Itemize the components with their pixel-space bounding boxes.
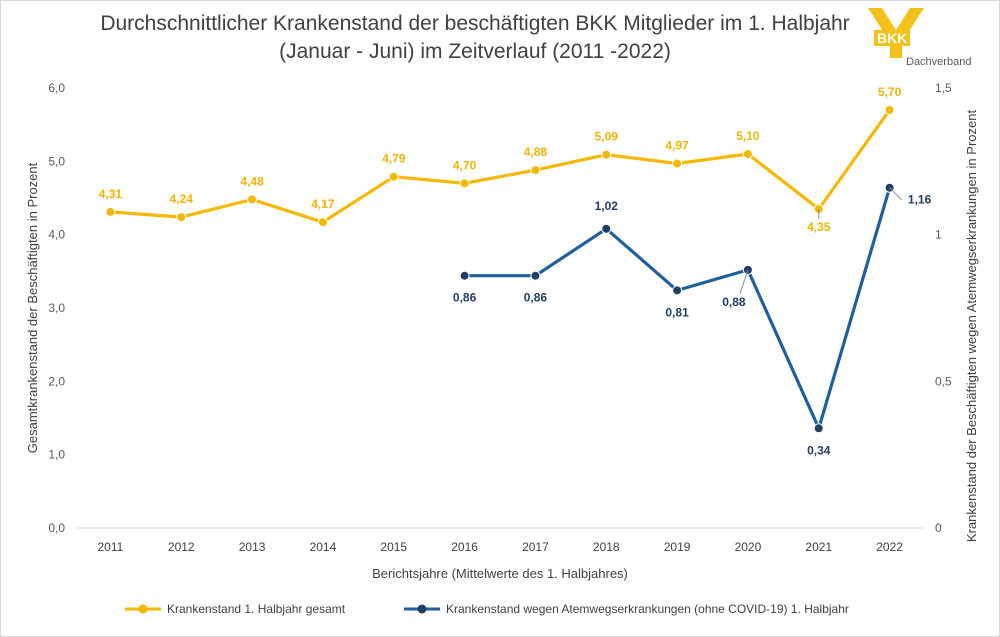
- bkk-logo-subtext: Dachverband: [906, 56, 972, 68]
- legend-marker-respiratory: [404, 604, 440, 614]
- chart-title-line-1: Durchschnittlicher Krankenstand der besc…: [100, 12, 850, 35]
- x-tick-label: 2018: [593, 540, 620, 554]
- data-point-1: [813, 423, 824, 434]
- data-label-0: 5,70: [878, 85, 902, 99]
- data-label-1: 0,86: [524, 291, 548, 305]
- y-left-tick-label: 2,0: [48, 374, 65, 388]
- x-tick-label: 2013: [239, 540, 266, 554]
- data-point-1: [530, 270, 541, 281]
- data-point-1: [601, 223, 612, 234]
- data-label-0: 4,48: [240, 174, 264, 188]
- data-label-1: 1,16: [908, 193, 932, 207]
- y-right-axis-title: Krankenstand der Beschäftigten wegen Ate…: [964, 110, 979, 543]
- y-left-tick-label: 5,0: [48, 154, 65, 168]
- data-label-0: 4,79: [382, 152, 406, 166]
- y-right-tick-label: 0,5: [935, 374, 952, 388]
- y-right-tick-label: 1: [935, 228, 942, 242]
- chart-title-line-2: (Januar - Juni) im Zeitverlauf (2011 -20…: [279, 40, 671, 63]
- x-tick-label: 2017: [522, 540, 549, 554]
- data-label-1: 1,02: [595, 199, 619, 213]
- data-point-0: [530, 165, 541, 176]
- y-left-tick-label: 4,0: [48, 228, 65, 242]
- data-point-0: [388, 171, 399, 182]
- data-label-0: 4,88: [524, 145, 548, 159]
- data-label-0: 5,09: [595, 130, 619, 144]
- x-tick-label: 2022: [876, 540, 903, 554]
- data-label-0: 4,17: [311, 197, 335, 211]
- x-tick-label: 2014: [310, 540, 337, 554]
- data-point-1: [459, 270, 470, 281]
- y-left-tick-label: 3,0: [48, 301, 65, 315]
- data-point-0: [176, 212, 187, 223]
- x-tick-label: 2020: [735, 540, 762, 554]
- series-line-0: [110, 109, 891, 224]
- legend-label-respiratory: Krankenstand wegen Atemwegserkrankungen …: [446, 602, 849, 616]
- data-label-0: 4,31: [99, 187, 123, 201]
- data-point-0: [672, 158, 683, 169]
- data-label-0: 4,97: [665, 139, 689, 153]
- legend-label-total: Krankenstand 1. Halbjahr gesamt: [167, 602, 346, 616]
- data-label-1: 0,88: [722, 295, 746, 309]
- label-leader-line: [889, 187, 902, 201]
- data-point-0: [105, 206, 116, 217]
- legend-item-total: Krankenstand 1. Halbjahr gesamt: [125, 602, 345, 616]
- line-chart: 0,0 1,0 2,0 3,0 4,0 5,0 6,0 0 0,5 1 1,5 2011 2012 201…: [25, 81, 979, 581]
- data-point-0: [459, 178, 470, 189]
- legend-item-respiratory: Krankenstand wegen Atemwegserkrankungen …: [404, 602, 849, 616]
- data-label-0: 4,35: [807, 220, 831, 234]
- label-leader-line: [739, 269, 749, 295]
- data-point-1: [672, 285, 683, 296]
- chart-title: Durchschnittlicher Krankenstand der besc…: [90, 10, 860, 66]
- data-label-0: 4,24: [170, 192, 194, 206]
- x-tick-label: 2021: [805, 540, 832, 554]
- y-right-tick-label: 0: [935, 521, 942, 535]
- data-label-1: 0,81: [665, 305, 689, 319]
- x-axis-title: Berichtsjahre (Mittelwerte des 1. Halbja…: [372, 566, 628, 581]
- y-left-tick-label: 0,0: [48, 521, 65, 535]
- data-point-0: [247, 194, 258, 205]
- x-tick-label: 2015: [380, 540, 407, 554]
- y-left-axis-title: Gesamtkrankenstand der Beschäftigten in …: [25, 162, 40, 453]
- data-point-0: [601, 149, 612, 160]
- y-right-tick-label: 1,5: [935, 81, 952, 95]
- x-tick-label: 2011: [98, 540, 124, 554]
- y-left-tick-label: 1,0: [48, 448, 65, 462]
- data-point-0: [742, 149, 753, 159]
- x-tick-label: 2016: [451, 540, 478, 554]
- data-label-0: 4,70: [453, 158, 477, 172]
- data-point-0: [884, 105, 895, 115]
- y-left-tick-label: 6,0: [48, 81, 65, 95]
- chart-legend: Krankenstand 1. Halbjahr gesamt Krankens…: [0, 596, 1000, 624]
- x-tick-label: 2012: [168, 540, 195, 554]
- data-label-1: 0,86: [453, 291, 477, 305]
- legend-marker-total: [125, 604, 161, 614]
- data-label-0: 5,10: [736, 129, 760, 143]
- x-tick-label: 2019: [664, 540, 691, 554]
- data-point-0: [317, 217, 328, 228]
- bkk-logo-text: BKK: [874, 30, 911, 46]
- data-label-1: 0,34: [807, 443, 831, 457]
